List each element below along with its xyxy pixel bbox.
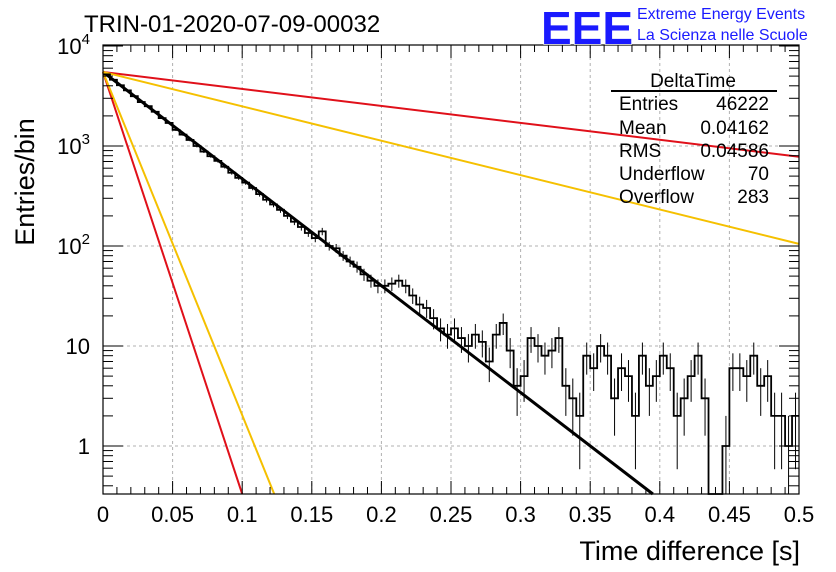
grid [103, 45, 799, 494]
fit-line-2 [102, 70, 800, 158]
histogram [103, 73, 799, 495]
logo-line-1: Extreme Energy Events [637, 6, 805, 23]
x-tick-label: 0.2 [366, 502, 397, 527]
fit-line-3 [102, 70, 800, 245]
stats-label-entries: Entries [619, 94, 678, 115]
eee-logo: EEE Extreme Energy Events La Scienza nel… [540, 1, 808, 55]
y-axis-label: Entries/bin [10, 118, 40, 246]
x-tick-label: 0.3 [505, 502, 536, 527]
x-tick-label: 0.5 [784, 502, 815, 527]
x-tick-label: 0.15 [290, 502, 333, 527]
x-tick-label: 0.45 [708, 502, 751, 527]
x-tick-label: 0 [97, 502, 109, 527]
stats-label-overflow: Overflow [619, 187, 694, 208]
stats-value-entries: 46222 [716, 94, 769, 115]
stats-value-rms: 0.04586 [700, 141, 769, 162]
stats-title: DeltaTime [650, 71, 736, 92]
logo-mark: EEE [541, 2, 633, 54]
fit-line-5 [102, 71, 276, 495]
stats-value-mean: 0.04162 [700, 118, 769, 139]
x-tick-label: 0.05 [151, 502, 194, 527]
stats-label-rms: RMS [619, 141, 661, 162]
y-tick-label: 1 [78, 434, 90, 459]
x-tick-label: 0.25 [430, 502, 473, 527]
y-tick-exponent: 3 [82, 131, 90, 148]
x-tick-label: 0.4 [645, 502, 676, 527]
chart-title: TRIN-01-2020-07-09-00032 [84, 11, 380, 38]
stats-label-underflow: Underflow [619, 164, 705, 185]
stats-value-underflow: 70 [748, 164, 769, 185]
stats-box: DeltaTime Entries 46222 Mean 0.04162 RMS… [611, 71, 777, 208]
x-tick-label: 0.1 [227, 502, 258, 527]
y-tick-label: 10 [66, 334, 90, 359]
fit-line-4 [102, 71, 244, 495]
stats-label-mean: Mean [619, 118, 667, 139]
x-tick-label: 0.35 [569, 502, 612, 527]
axes: 0 0.05 0.1 0.15 0.2 0.25 0.3 0.35 0.4 0.45 0.51101… [57, 31, 814, 527]
x-axis-label: Time difference [s] [579, 536, 800, 566]
y-tick-exponent: 2 [82, 231, 90, 248]
y-tick-exponent: 4 [82, 31, 90, 48]
logo-line-2: La Scienza nelle Scuole [637, 27, 808, 44]
stats-value-overflow: 283 [737, 187, 769, 208]
